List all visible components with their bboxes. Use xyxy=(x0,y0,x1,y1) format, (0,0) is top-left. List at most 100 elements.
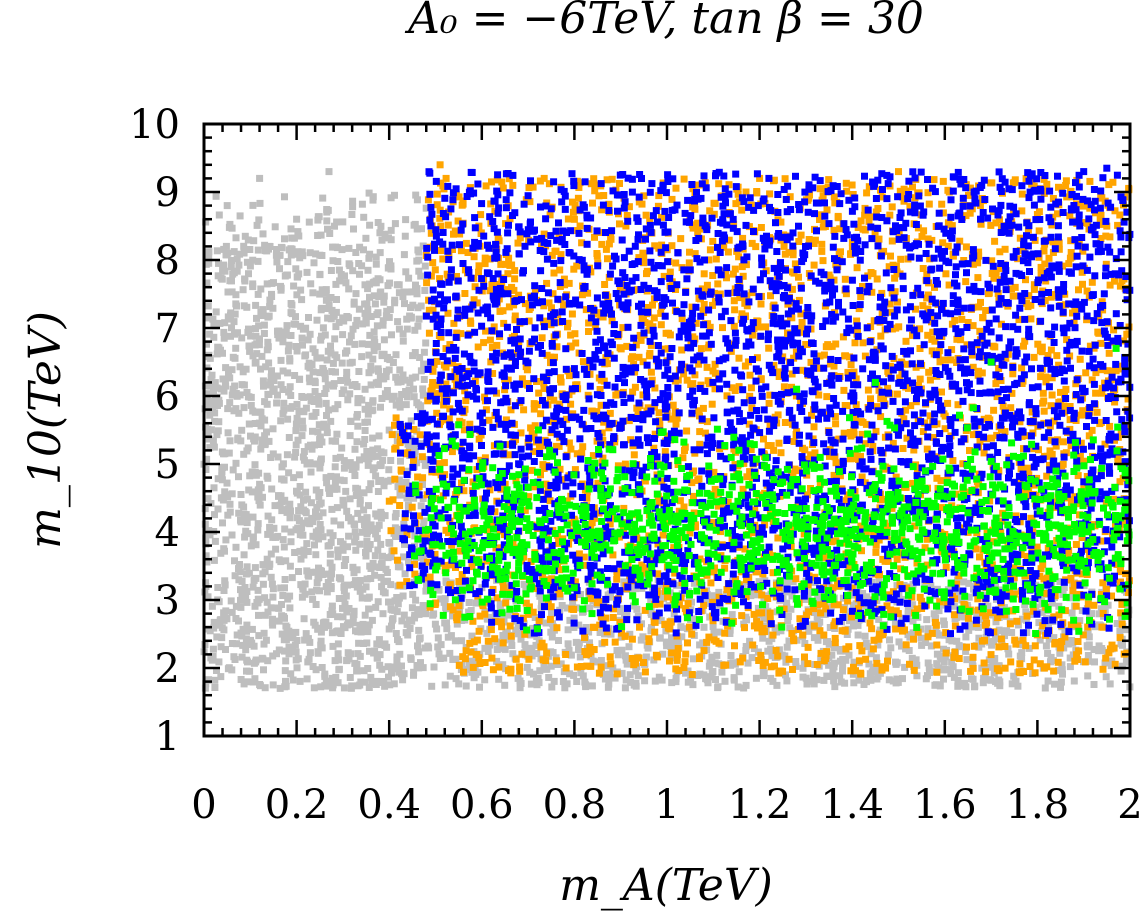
point-orange xyxy=(691,250,699,258)
point-excluded-gray xyxy=(575,646,582,654)
point-excluded-gray xyxy=(420,517,428,525)
point-excluded-gray xyxy=(236,212,244,220)
point-orange xyxy=(653,653,661,661)
point-orange xyxy=(535,617,543,625)
point-orange xyxy=(488,654,496,662)
point-excluded-gray xyxy=(334,553,342,561)
point-excluded-gray xyxy=(962,633,970,641)
point-orange xyxy=(799,631,807,639)
point-excluded-gray xyxy=(205,676,213,684)
point-excluded-gray xyxy=(355,260,363,267)
point-orange xyxy=(387,527,395,535)
point-excluded-gray xyxy=(549,649,557,656)
point-excluded-gray xyxy=(295,375,303,383)
point-orange xyxy=(1007,404,1015,412)
point-excluded-gray xyxy=(433,625,441,633)
point-orange xyxy=(896,187,904,195)
point-excluded-gray xyxy=(403,325,411,333)
point-excluded-gray xyxy=(372,603,380,611)
point-excluded-gray xyxy=(659,650,667,658)
point-excluded-gray xyxy=(332,243,340,251)
point-orange xyxy=(499,184,507,192)
point-excluded-gray xyxy=(315,493,323,501)
point-excluded-gray xyxy=(281,584,288,592)
point-excluded-gray xyxy=(414,606,422,614)
point-excluded-gray xyxy=(863,678,870,686)
point-excluded-gray xyxy=(316,489,324,496)
point-excluded-gray xyxy=(254,595,262,603)
point-orange xyxy=(709,566,717,574)
point-orange xyxy=(521,300,529,308)
point-excluded-gray xyxy=(260,382,267,390)
point-excluded-gray xyxy=(1041,684,1049,692)
point-orange xyxy=(1118,620,1126,628)
point-excluded-gray xyxy=(273,258,281,266)
point-orange xyxy=(877,395,885,403)
point-excluded-gray xyxy=(210,556,218,564)
point-excluded-gray xyxy=(323,429,331,437)
point-orange xyxy=(882,664,890,672)
point-orange xyxy=(512,655,520,663)
point-excluded-gray xyxy=(830,663,838,671)
point-orange xyxy=(549,290,557,298)
point-excluded-gray xyxy=(339,546,347,554)
point-orange xyxy=(772,646,780,654)
point-orange xyxy=(1024,226,1032,234)
point-orange xyxy=(685,259,693,267)
point-excluded-gray xyxy=(607,630,615,638)
point-excluded-gray xyxy=(251,675,259,683)
point-excluded-gray xyxy=(817,655,825,663)
point-excluded-gray xyxy=(410,385,417,393)
point-orange xyxy=(886,211,894,219)
point-orange xyxy=(691,371,699,379)
point-excluded-gray xyxy=(246,472,254,480)
point-orange xyxy=(454,217,462,225)
point-excluded-gray xyxy=(933,660,941,668)
point-excluded-gray xyxy=(395,281,403,289)
point-orange xyxy=(449,246,456,253)
point-orange xyxy=(706,323,714,331)
point-excluded-gray xyxy=(328,629,336,637)
point-excluded-gray xyxy=(396,491,404,499)
point-excluded-gray xyxy=(400,611,408,619)
point-excluded-gray xyxy=(364,340,372,348)
point-excluded-gray xyxy=(1095,610,1103,618)
point-orange xyxy=(710,468,718,476)
point-excluded-gray xyxy=(211,676,219,684)
point-excluded-gray xyxy=(805,621,813,629)
point-excluded-gray xyxy=(211,379,219,387)
point-excluded-gray xyxy=(412,596,420,604)
point-orange xyxy=(1036,660,1044,668)
point-orange xyxy=(492,544,500,552)
point-orange xyxy=(602,354,610,362)
point-orange xyxy=(1020,342,1027,350)
point-excluded-gray xyxy=(354,399,362,407)
point-orange xyxy=(875,235,883,243)
point-excluded-gray xyxy=(275,556,283,564)
point-excluded-gray xyxy=(383,387,391,394)
point-excluded-gray xyxy=(235,473,242,481)
point-excluded-gray xyxy=(408,288,416,296)
point-excluded-gray xyxy=(256,335,263,343)
point-orange xyxy=(975,367,982,375)
point-orange xyxy=(649,301,656,309)
point-orange xyxy=(910,666,918,674)
point-excluded-gray xyxy=(278,630,286,638)
point-orange xyxy=(704,377,712,385)
point-excluded-gray xyxy=(501,681,509,689)
point-excluded-gray xyxy=(291,549,299,556)
point-excluded-gray xyxy=(272,545,280,553)
point-orange xyxy=(676,497,684,505)
point-excluded-gray xyxy=(259,230,267,238)
point-excluded-gray xyxy=(940,621,948,629)
point-orange xyxy=(897,255,905,263)
point-orange xyxy=(491,508,499,516)
point-orange xyxy=(416,431,424,439)
point-orange xyxy=(1063,336,1071,344)
point-orange xyxy=(1119,520,1127,528)
point-orange xyxy=(857,670,865,678)
point-excluded-gray xyxy=(219,496,227,504)
point-orange xyxy=(1057,644,1065,652)
point-orange xyxy=(765,548,773,556)
point-excluded-gray xyxy=(220,261,228,269)
